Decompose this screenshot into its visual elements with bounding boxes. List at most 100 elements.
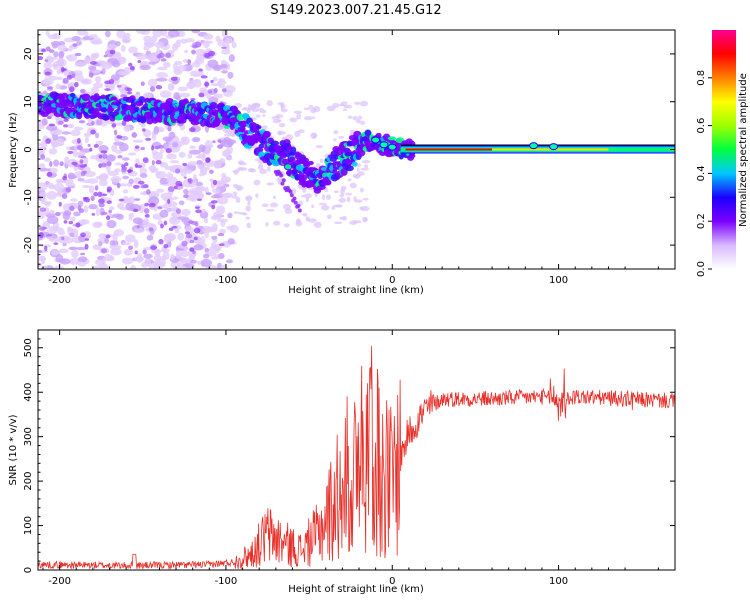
spectrogram-noise-cell	[133, 208, 139, 213]
spectrogram-noise-cell	[179, 257, 189, 264]
spectrogram-noise-cell	[180, 250, 190, 258]
spectrogram-signal-cell	[270, 140, 279, 147]
snr-x-ticks: -200 -100 0 100	[42, 330, 676, 587]
spectrogram-noise-cell	[38, 124, 45, 130]
spectrogram-noise-cell	[194, 181, 204, 187]
spectrogram-noise-cell	[352, 220, 362, 224]
spectrogram-noise-cell	[104, 30, 111, 38]
spectrogram-noise-cell	[109, 206, 115, 211]
spectrogram-noise-cell	[216, 196, 229, 205]
spectrogram-noise-cell	[98, 179, 108, 187]
spectrogram-noise-cell	[225, 259, 234, 264]
spectrogram-noise-cell	[104, 88, 111, 91]
spectrogram-signal-cell	[61, 92, 68, 99]
spectrogram-noise-cell	[212, 188, 221, 194]
spectrogram-noise-cell	[196, 198, 203, 202]
spectrogram-noise-cell	[77, 151, 86, 155]
spectrogram-signal-cell	[81, 93, 91, 102]
spectrogram-noise-cell	[68, 246, 77, 251]
spectrogram-noise-cell	[151, 132, 157, 141]
spectrogram-noise-cell	[265, 221, 269, 227]
spectrogram-signal-cell	[307, 160, 314, 166]
spectrogram-noise-cell	[55, 83, 62, 90]
spectrogram-noise-cell	[210, 195, 220, 199]
spectrogram-noise-cell	[82, 196, 89, 200]
spectrogram-noise-cell	[154, 41, 165, 48]
spectrogram-noise-cell	[170, 215, 178, 223]
colorbar-tick-label: 0.8	[696, 70, 707, 86]
spectrogram-signal-cell	[146, 117, 154, 125]
spectrogram-signal-cell	[138, 96, 146, 104]
spectrogram-noise-cell	[269, 202, 279, 208]
spectrogram-noise-cell	[44, 56, 55, 64]
spectrogram-noise-cell	[94, 40, 103, 45]
spectrogram-noise-cell	[170, 76, 178, 81]
spectrogram-noise-cell	[74, 61, 86, 67]
spectrogram-noise-cell	[151, 160, 155, 166]
spectrogram-noise-cell	[114, 162, 124, 166]
spectrogram-noise-cell	[128, 46, 138, 54]
spectrogram-noise-cell	[81, 179, 91, 184]
spectrogram-noise-cell	[144, 208, 150, 214]
spectrogram-noise-cell	[91, 40, 97, 45]
spectrogram-signal-cell	[408, 153, 416, 159]
spectrogram-noise-cell	[143, 253, 153, 259]
spectrogram-noise-cell	[91, 213, 96, 216]
spectrogram-noise-cell	[63, 220, 68, 224]
spectrogram-noise-cell	[74, 202, 79, 208]
spectrogram-noise-cell	[84, 136, 90, 144]
spectrogram-noise-cell	[162, 61, 171, 68]
spectrogram-noise-cell	[69, 205, 75, 212]
spectrogram-noise-cell	[219, 228, 227, 234]
spectrogram-noise-cell	[152, 30, 163, 38]
spectrogram-noise-cell	[148, 227, 154, 232]
spectrogram-noise-cell	[121, 36, 132, 44]
spectrogram-noise-cell	[302, 187, 307, 193]
spectrogram-noise-cell	[266, 182, 275, 186]
spectrogram-noise-cell	[217, 180, 225, 188]
spectrogram-noise-cell	[48, 148, 58, 155]
spectrogram-noise-cell	[166, 176, 178, 184]
spectrogram-noise-cell	[182, 162, 188, 167]
spectrogram-noise-cell	[132, 139, 144, 143]
spectrogram-noise-cell	[45, 138, 51, 144]
spectrogram-noise-cell	[181, 240, 188, 247]
spectrogram-noise-cell	[47, 167, 58, 174]
spectrogram-noise-cell	[310, 132, 317, 140]
spectrogram-noise-cell	[135, 30, 148, 34]
spectrogram-signal-cell	[279, 173, 284, 178]
spectrogram-noise-cell	[192, 178, 197, 185]
spectrogram-noise-cell	[280, 102, 284, 106]
spectrogram-noise-cell	[295, 220, 303, 227]
spectrogram-noise-cell	[128, 62, 133, 67]
spectrogram-noise-cell	[129, 204, 142, 213]
spectrogram-noise-cell	[142, 92, 153, 100]
spectrogram-marks	[38, 30, 675, 269]
spectrogram-noise-cell	[245, 205, 251, 212]
spectrogram-noise-cell	[145, 137, 152, 141]
spectrogram-noise-cell	[180, 136, 187, 144]
spectrogram-noise-cell	[116, 30, 126, 39]
spectrogram-noise-cell	[210, 200, 218, 204]
spectrogram-signal-cell	[297, 208, 302, 213]
spectrogram-noise-cell	[118, 70, 130, 75]
spectrogram-noise-cell	[110, 74, 121, 81]
spectrogram-noise-cell	[187, 161, 198, 166]
spectrogram-noise-cell	[137, 253, 143, 261]
spectrogram-signal-cell	[288, 189, 293, 194]
spectrogram-noise-cell	[131, 132, 138, 138]
spectrogram-noise-cell	[347, 115, 353, 119]
spectrogram-y-tick-label: -10	[23, 189, 34, 205]
spectrogram-noise-cell	[223, 133, 232, 137]
spectrogram-noise-cell	[338, 197, 347, 203]
spectrogram-noise-cell	[193, 244, 204, 251]
spectrogram-noise-cell	[134, 250, 138, 255]
spectrogram-noise-cell	[139, 64, 151, 71]
spectrogram-noise-cell	[159, 209, 169, 218]
spectrogram-noise-cell	[38, 146, 44, 155]
spectrogram-noise-cell	[58, 40, 66, 46]
spectrogram-noise-cell	[340, 101, 348, 107]
spectrogram-noise-cell	[217, 39, 224, 47]
spectrogram-noise-cell	[108, 209, 112, 214]
